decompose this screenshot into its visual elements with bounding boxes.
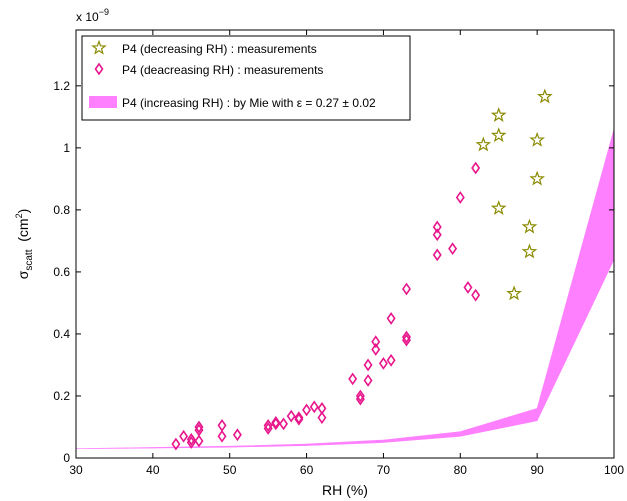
diamond-point xyxy=(471,161,481,175)
diamond-point xyxy=(302,403,312,417)
x-tick-label: 60 xyxy=(300,463,314,477)
y-tick-label: 0 xyxy=(63,451,70,465)
diamond-point xyxy=(186,432,196,446)
diamond-point xyxy=(217,429,227,443)
y-tick-label: 0.8 xyxy=(53,203,70,217)
legend-label-decreasing: P4 (decreasing RH) : measurements xyxy=(122,42,317,56)
diamond-point xyxy=(355,389,365,403)
legend-diamond-marker xyxy=(94,62,104,76)
x-tick-label: 90 xyxy=(530,463,544,477)
y-tick-label: 0.2 xyxy=(53,389,70,403)
star-point xyxy=(490,127,507,143)
diamond-point xyxy=(194,434,204,448)
diamond-point xyxy=(309,400,319,414)
diamond-point xyxy=(348,372,358,386)
diamond-point xyxy=(217,419,227,432)
diamond-point xyxy=(432,220,442,234)
y-axis: 0 0.2 0.4 0.6 0.8 1 1.2 xyxy=(53,79,614,465)
diamond-point xyxy=(286,409,296,423)
diamond-point xyxy=(186,436,196,449)
diamond-point xyxy=(294,411,304,425)
diamond-point xyxy=(363,374,373,387)
x-tick-label: 50 xyxy=(223,463,237,477)
star-point xyxy=(490,107,507,122)
diamond-point xyxy=(455,191,465,204)
diamond-point xyxy=(279,417,288,431)
diamond-point xyxy=(194,420,204,434)
star-point xyxy=(529,170,545,186)
diamond-point xyxy=(402,330,411,344)
diamond-point xyxy=(463,281,473,294)
legend-label-mie: P4 (increasing RH) : by Mie with ε = 0.2… xyxy=(122,96,376,110)
x-axis: 30 40 50 60 70 80 90 100 xyxy=(69,30,624,477)
diamond-point xyxy=(471,288,481,302)
star-point xyxy=(529,131,545,147)
diamond-point xyxy=(448,242,458,256)
star-point xyxy=(536,88,553,104)
legend-star-marker xyxy=(91,39,107,55)
x-tick-label: 70 xyxy=(377,463,391,477)
diamond-point xyxy=(371,335,381,349)
x-tick-label: 100 xyxy=(604,463,624,477)
diamond-point xyxy=(378,357,388,370)
diamond-point xyxy=(317,411,327,425)
diamond-point xyxy=(263,419,273,432)
x-axis-label: RH (%) xyxy=(322,482,368,498)
diamond-point xyxy=(386,312,396,325)
diamond-point xyxy=(271,415,281,429)
diamond-point xyxy=(232,428,242,442)
y-axis-label: σscatt (cm2) xyxy=(14,209,35,280)
legend-band-swatch xyxy=(89,96,117,108)
star-point xyxy=(490,200,507,215)
y-tick-label: 0.4 xyxy=(53,327,70,341)
diamond-point xyxy=(402,333,411,347)
y-tick-label: 1.2 xyxy=(53,79,70,93)
x-tick-label: 80 xyxy=(454,463,468,477)
x-tick-label: 40 xyxy=(146,463,160,477)
diamond-point xyxy=(355,392,365,406)
y-tick-label: 0.6 xyxy=(53,265,70,279)
diamond-point xyxy=(432,248,442,262)
legend-diamond-icon xyxy=(94,62,104,76)
diamond-point xyxy=(263,422,273,435)
legend-label-deacreasing: P4 (deacreasing RH) : measurements xyxy=(122,63,323,77)
plot-area xyxy=(75,88,615,451)
diamond-point xyxy=(179,429,189,443)
y-tick-label: 1 xyxy=(63,141,70,155)
diamond-point xyxy=(294,412,304,426)
star-point xyxy=(521,218,538,234)
diamond-point xyxy=(402,282,411,296)
star-point xyxy=(506,285,522,301)
x-tick-label: 30 xyxy=(69,463,83,477)
y-multiplier: x 10−9 xyxy=(76,7,109,24)
diamond-point xyxy=(432,228,442,242)
star-point xyxy=(521,243,538,259)
diamond-point xyxy=(171,437,181,451)
legend-box xyxy=(81,35,411,121)
star-point xyxy=(475,136,492,152)
diamond-point xyxy=(271,417,281,431)
plot-frame xyxy=(75,29,615,459)
diamond-point xyxy=(386,353,396,367)
diamond-point xyxy=(371,343,381,356)
legend: P4 (decreasing RH) : measurements P4 (de… xyxy=(81,35,411,121)
diamond-point xyxy=(363,358,373,372)
legend-star-icon xyxy=(91,39,107,55)
